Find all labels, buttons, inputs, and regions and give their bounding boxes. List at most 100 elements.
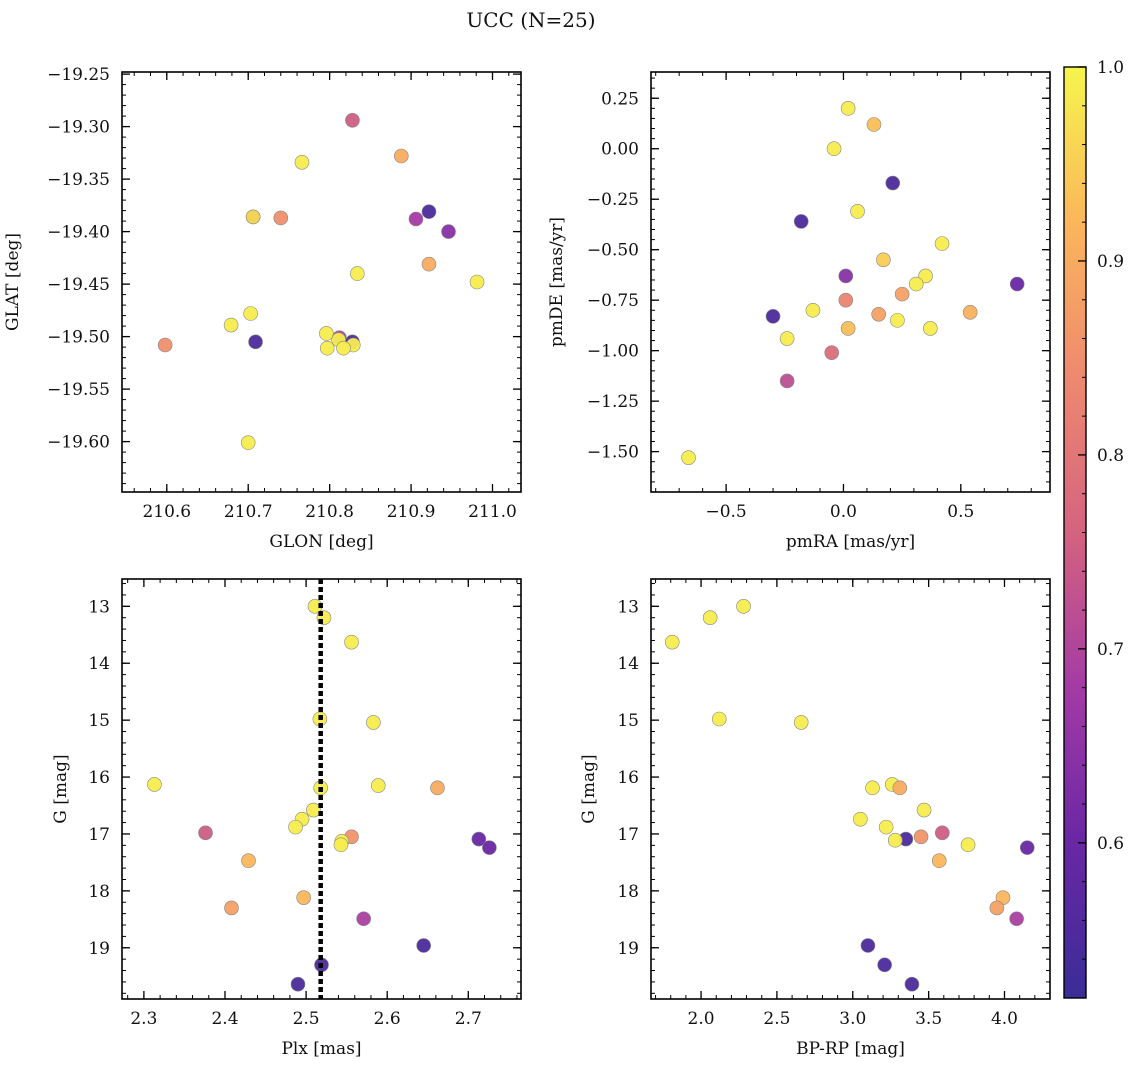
scatter-point <box>877 957 892 973</box>
x-tick-label: 4.0 <box>991 1009 1018 1029</box>
x-axis-label: pmRA [mas/yr] <box>786 532 915 552</box>
scatter-point <box>248 334 263 350</box>
y-tick-label: 19 <box>88 939 110 959</box>
scatter-point <box>345 113 360 128</box>
points-layer <box>147 579 497 999</box>
x-tick-label: 2.4 <box>211 1009 238 1029</box>
y-tick-label: −1.50 <box>587 443 639 463</box>
y-tick-label: 13 <box>617 597 639 617</box>
y-tick-label: −19.30 <box>47 118 110 138</box>
colorbar: 0.6 0.7 0.8 0.9 1.0 <box>1063 58 1124 999</box>
y-tick-label: 18 <box>617 882 639 902</box>
scatter-point <box>421 256 437 272</box>
scatter-point <box>1009 911 1024 927</box>
scatter-point <box>853 811 868 827</box>
scatter-point <box>805 302 821 318</box>
scatter-point <box>793 214 809 229</box>
scatter-point <box>290 976 306 992</box>
scatter-point <box>319 340 335 356</box>
scatter-point <box>223 317 239 333</box>
scatter-point <box>892 780 908 796</box>
scatter-panel-2: −0.5 0.0 0.5 −1.50 −1.25 −1.00 −0.75 −0.50 −0.25… <box>547 71 1051 552</box>
scatter-point <box>736 599 751 614</box>
scatter-point <box>350 266 365 281</box>
y-tick-label: −1.00 <box>587 342 639 362</box>
y-axis-label: G [mag] <box>579 754 599 823</box>
scatter-point <box>865 780 880 796</box>
scatter-point <box>878 819 894 835</box>
points-layer <box>664 599 1035 992</box>
scatter-point <box>779 331 795 346</box>
scatter-point <box>922 321 938 336</box>
y-tick-label: −19.35 <box>47 170 110 190</box>
y-axis-label: G [mag] <box>51 754 71 823</box>
scatter-point <box>860 938 876 953</box>
scatter-point <box>838 292 854 308</box>
scatter-point <box>370 778 386 793</box>
scatter-point <box>793 715 809 730</box>
scatter-point <box>441 224 456 239</box>
scatter-point <box>824 345 840 360</box>
scatter-point <box>960 837 976 853</box>
colorbar-tick-label: 0.7 <box>1097 640 1124 660</box>
y-tick-label: 0.25 <box>601 89 639 109</box>
scatter-point <box>319 326 334 341</box>
scatter-point <box>245 209 261 225</box>
scatter-point <box>876 252 891 268</box>
y-tick-label: 19 <box>617 939 639 959</box>
scatter-point <box>890 313 905 328</box>
scatter-point <box>356 911 371 927</box>
scatter-point <box>336 340 351 356</box>
points-layer <box>681 101 1025 465</box>
y-tick-label: 16 <box>617 768 639 788</box>
scatter-point <box>840 101 856 116</box>
scatter-point <box>333 837 349 853</box>
scatter-point <box>887 832 903 848</box>
scatter-point <box>296 890 311 905</box>
y-tick-label: −0.25 <box>587 190 639 210</box>
scatter-point <box>765 309 781 324</box>
scatter-point <box>198 825 213 841</box>
scatter-point <box>366 715 381 730</box>
x-tick-label: 3.0 <box>839 1009 866 1029</box>
x-axis-label: GLON [deg] <box>269 532 373 552</box>
scatter-point <box>918 268 933 284</box>
scatter-point <box>962 304 978 320</box>
scatter-point <box>916 802 932 818</box>
scatter-point <box>894 286 910 302</box>
y-tick-label: −19.50 <box>47 328 110 348</box>
x-tick-label: 210.6 <box>142 502 191 522</box>
plot-frame <box>650 578 1051 1000</box>
plot-frame <box>650 71 1051 493</box>
y-tick-label: −0.50 <box>587 241 639 261</box>
scatter-point <box>294 155 310 170</box>
scatter-point <box>702 610 718 625</box>
x-tick-label: 210.7 <box>224 502 273 522</box>
scatter-point <box>471 831 487 847</box>
y-tick-label: 14 <box>88 654 110 674</box>
colorbar-tick-label: 0.9 <box>1097 252 1124 272</box>
y-tick-label: −19.55 <box>47 380 110 400</box>
plot-frame <box>121 71 522 493</box>
scatter-point <box>931 853 947 869</box>
x-tick-label: −0.5 <box>705 502 746 522</box>
y-tick-label: 13 <box>88 597 110 617</box>
scatter-point <box>306 802 321 818</box>
y-axis-label: pmDE [mas/yr] <box>547 217 567 347</box>
scatter-point <box>344 634 359 650</box>
x-axis-label: Plx [mas] <box>281 1039 361 1059</box>
x-tick-label: 210.8 <box>305 502 354 522</box>
colorbar-tick-label: 0.6 <box>1097 834 1124 854</box>
y-axis-label: GLAT [deg] <box>3 233 23 331</box>
y-tick-label: 15 <box>88 711 110 731</box>
scatter-point <box>913 829 929 845</box>
scatter-point <box>840 321 856 336</box>
y-tick-label: 16 <box>88 768 110 788</box>
y-tick-label: 14 <box>617 654 639 674</box>
scatter-point <box>416 938 431 953</box>
x-tick-label: 0.0 <box>830 502 857 522</box>
y-tick-label: 15 <box>617 711 639 731</box>
scatter-point <box>430 780 445 796</box>
scatter-point <box>393 148 409 164</box>
